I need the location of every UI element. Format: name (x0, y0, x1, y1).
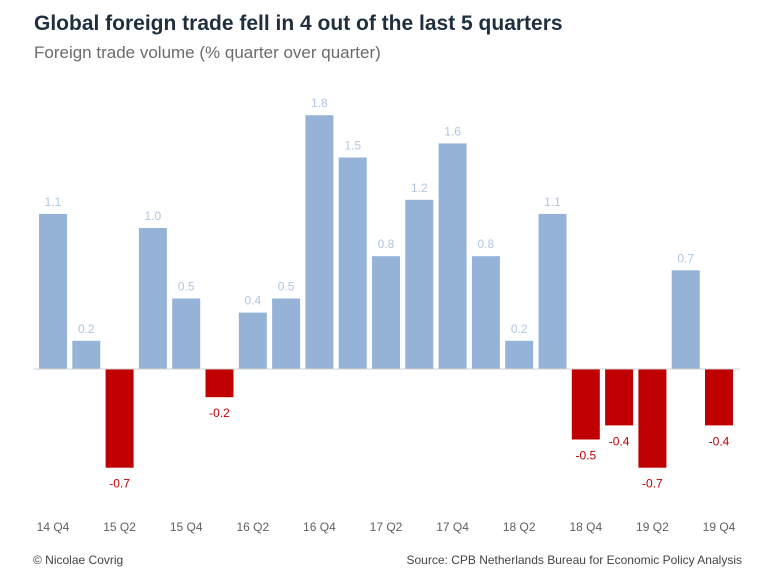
bar-chart: 1.1 0.2 -0.7 1.0 0.5 -0.2 0.4 0.5 1.8 1.5 0.8 1.2 1.… (0, 0, 771, 588)
value-label: 0.8 (478, 237, 495, 251)
bars-layer (39, 115, 733, 468)
x-tick-label: 18 Q4 (569, 520, 602, 534)
bar-18-q2 (505, 341, 533, 369)
bar-16-q3 (272, 299, 300, 370)
bar-16-q1 (206, 369, 234, 397)
bar-14-q4 (39, 214, 67, 369)
value-label: 0.7 (677, 251, 694, 265)
bar-19-q2 (638, 369, 666, 468)
bar-18-q1 (472, 256, 500, 369)
value-label: 0.8 (378, 237, 395, 251)
bar-15-q2 (106, 369, 134, 468)
value-label: 0.2 (511, 322, 528, 336)
x-tick-label: 16 Q2 (236, 520, 269, 534)
x-tick-label: 17 Q2 (370, 520, 403, 534)
value-label: 1.2 (411, 181, 428, 195)
bar-19-q1 (605, 369, 633, 425)
value-label: -0.2 (209, 406, 230, 420)
bar-19-q3 (672, 270, 700, 369)
value-label: 0.5 (178, 280, 195, 294)
value-label: 1.8 (311, 96, 328, 110)
bar-15-q3 (139, 228, 167, 369)
value-label: 0.4 (244, 294, 261, 308)
source-text: Source: CPB Netherlands Bureau for Econo… (407, 553, 743, 567)
bar-16-q4 (305, 115, 333, 369)
x-tick-label: 19 Q4 (703, 520, 736, 534)
value-label: 1.0 (145, 209, 162, 223)
x-tick-label: 19 Q2 (636, 520, 669, 534)
value-label: -0.5 (575, 449, 596, 463)
x-tick-label: 14 Q4 (37, 520, 70, 534)
bar-16-q2 (239, 313, 267, 369)
value-label: -0.7 (109, 477, 130, 491)
bar-15-q4 (172, 299, 200, 370)
bar-17-q2 (372, 256, 400, 369)
value-label: -0.4 (709, 434, 730, 448)
value-label: 1.6 (444, 124, 461, 138)
x-tick-label: 15 Q2 (103, 520, 136, 534)
x-tick-label: 16 Q4 (303, 520, 336, 534)
x-axis-ticks: 14 Q4 15 Q2 15 Q4 16 Q2 16 Q4 17 Q2 17 Q4 18 Q2… (37, 520, 736, 534)
bar-17-q1 (339, 158, 367, 370)
value-label: -0.7 (642, 477, 663, 491)
x-tick-label: 17 Q4 (436, 520, 469, 534)
value-label: 1.1 (45, 195, 62, 209)
x-tick-label: 15 Q4 (170, 520, 203, 534)
value-label: 1.5 (344, 139, 361, 153)
bar-19-q4 (705, 369, 733, 425)
credit-text: © Nicolae Covrig (33, 553, 123, 567)
bar-18-q3 (539, 214, 567, 369)
value-label: 1.1 (544, 195, 561, 209)
bar-15-q1 (72, 341, 100, 369)
value-label: 0.2 (78, 322, 95, 336)
value-label: -0.4 (609, 434, 630, 448)
bar-17-q4 (439, 143, 467, 369)
bar-17-q3 (405, 200, 433, 369)
bar-18-q4 (572, 369, 600, 440)
value-label: 0.5 (278, 280, 295, 294)
x-tick-label: 18 Q2 (503, 520, 536, 534)
